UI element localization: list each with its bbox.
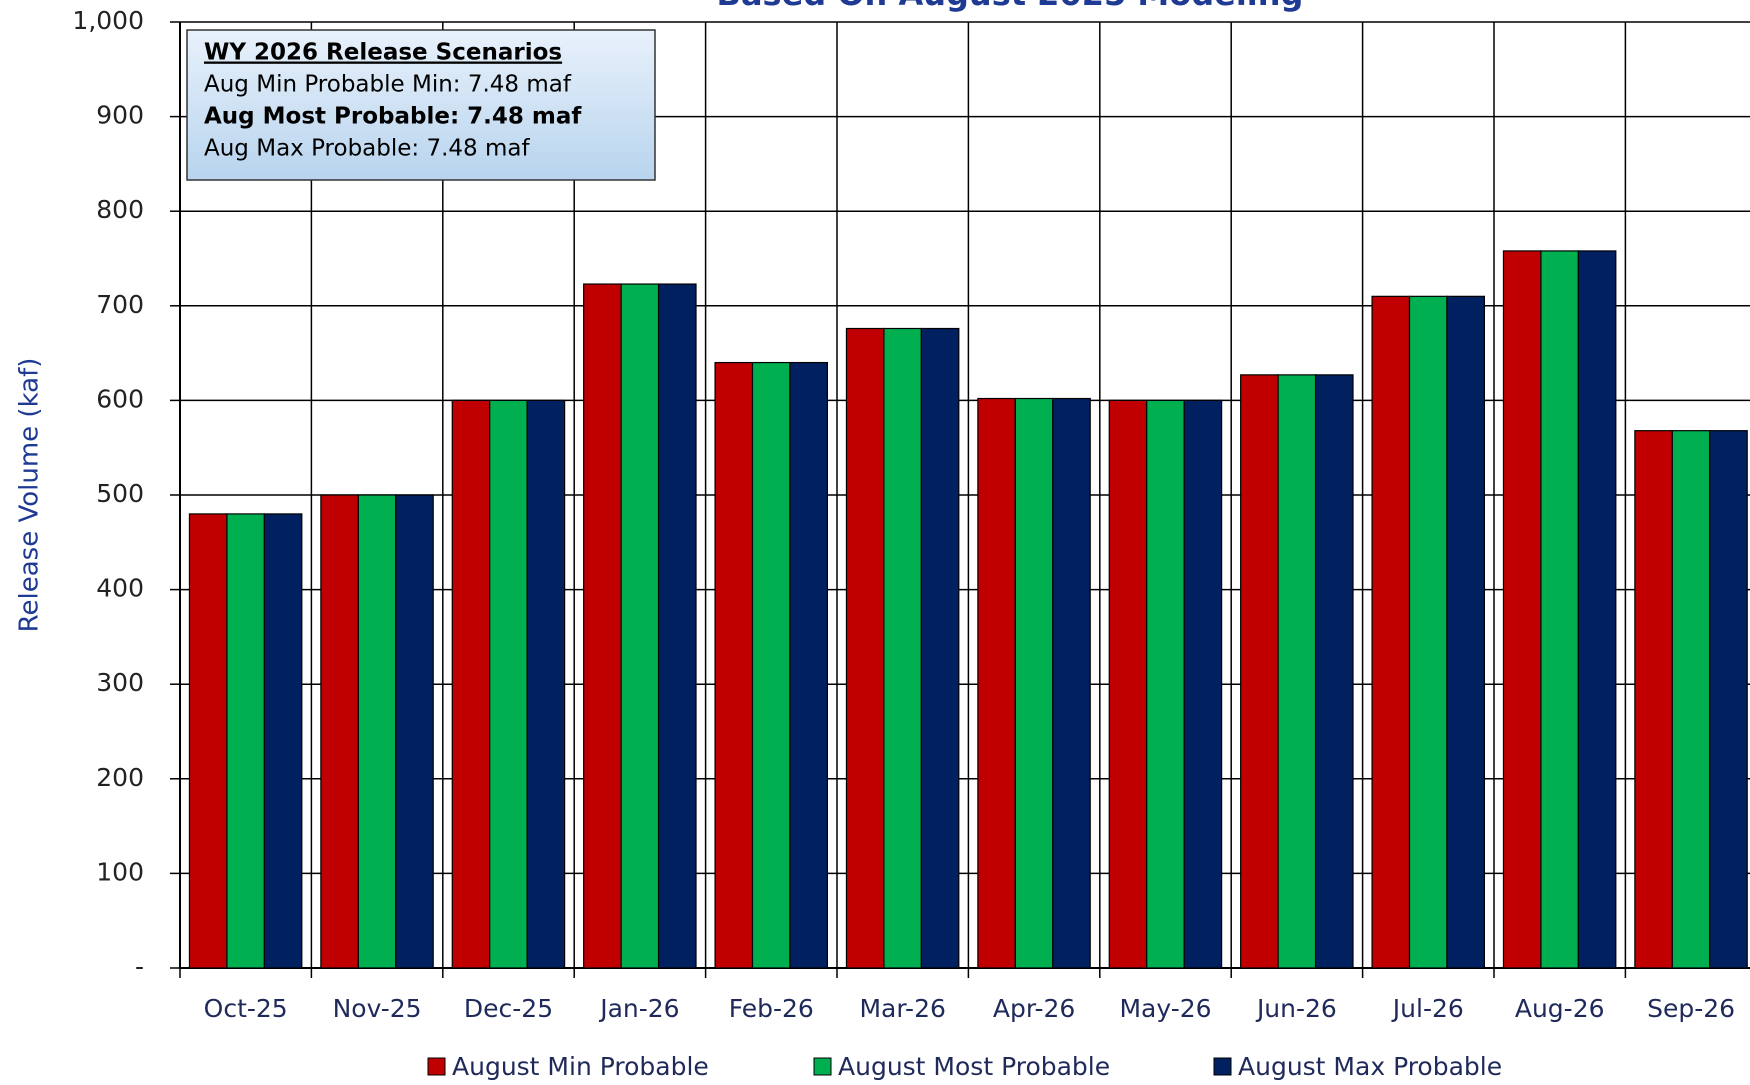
x-tick-label: May-26 bbox=[1119, 994, 1211, 1023]
y-tick-label: 100 bbox=[96, 857, 144, 886]
annotation-title: WY 2026 Release Scenarios bbox=[204, 40, 562, 66]
bar bbox=[920, 327, 960, 969]
bar bbox=[263, 513, 303, 969]
bar bbox=[1577, 250, 1617, 969]
legend-swatch bbox=[1213, 1057, 1232, 1076]
bar bbox=[526, 399, 566, 969]
x-tick-label: Mar-26 bbox=[859, 994, 945, 1023]
chart-title: Based On August 2025 Modeling bbox=[717, 0, 1304, 13]
y-tick-label: 200 bbox=[96, 763, 144, 792]
x-tick-label: Sep-26 bbox=[1647, 994, 1735, 1023]
bar bbox=[1540, 250, 1579, 969]
bar bbox=[751, 361, 791, 969]
bar bbox=[1183, 399, 1223, 969]
bar bbox=[1108, 399, 1148, 969]
bar bbox=[1671, 430, 1711, 969]
bar bbox=[789, 361, 829, 969]
bar bbox=[1634, 430, 1673, 969]
legend-label: August Min Probable bbox=[452, 1052, 709, 1081]
bar bbox=[657, 283, 697, 969]
bar bbox=[714, 361, 754, 969]
x-tick-label: Apr-26 bbox=[993, 994, 1075, 1023]
y-tick-label: - bbox=[135, 952, 144, 981]
y-tick-label: 1,000 bbox=[72, 6, 144, 35]
bar bbox=[188, 513, 228, 969]
bar bbox=[1314, 374, 1354, 969]
x-tick-label: Nov-25 bbox=[333, 994, 422, 1023]
bar bbox=[1240, 374, 1279, 969]
x-tick-label: Oct-25 bbox=[204, 994, 288, 1023]
bar bbox=[883, 327, 922, 969]
legend-label: August Max Probable bbox=[1238, 1052, 1502, 1081]
y-tick-label: 600 bbox=[96, 384, 144, 413]
bar bbox=[620, 283, 660, 969]
annotation-line: Aug Max Probable: 7.48 maf bbox=[204, 136, 530, 162]
bar bbox=[1014, 397, 1054, 969]
bar bbox=[1052, 397, 1091, 969]
legend-label: August Most Probable bbox=[838, 1052, 1110, 1081]
bar bbox=[489, 399, 528, 969]
annotation-line: Aug Most Probable: 7.48 maf bbox=[204, 104, 582, 130]
y-tick-label: 900 bbox=[96, 101, 144, 130]
bar bbox=[451, 399, 491, 969]
y-axis-label: Release Volume (kaf) bbox=[15, 358, 45, 633]
y-tick-label: 700 bbox=[96, 290, 144, 319]
x-tick-label: Jul-26 bbox=[1391, 994, 1464, 1023]
legend-swatch bbox=[427, 1057, 446, 1076]
bar bbox=[1371, 295, 1411, 969]
y-tick-label: 300 bbox=[96, 668, 144, 697]
bar bbox=[357, 494, 397, 969]
x-tick-label: Feb-26 bbox=[729, 994, 814, 1023]
x-tick-label: Jan-26 bbox=[598, 994, 679, 1023]
bar bbox=[1146, 399, 1185, 969]
bar bbox=[226, 513, 265, 969]
x-tick-label: Jun-26 bbox=[1255, 994, 1337, 1023]
bar bbox=[1502, 250, 1542, 969]
y-tick-label: 800 bbox=[96, 195, 144, 224]
annotation-line: Aug Min Probable Min: 7.48 maf bbox=[204, 72, 572, 98]
bar bbox=[1709, 430, 1748, 969]
x-tick-label: Dec-25 bbox=[464, 994, 553, 1023]
bar bbox=[583, 283, 622, 969]
annotation-box bbox=[186, 29, 656, 181]
bar bbox=[1277, 374, 1317, 969]
y-tick-label: 400 bbox=[96, 574, 144, 603]
legend-swatch bbox=[813, 1057, 832, 1076]
y-tick-label: 500 bbox=[96, 479, 144, 508]
bar bbox=[977, 397, 1016, 969]
x-tick-label: Aug-26 bbox=[1515, 994, 1605, 1023]
bar bbox=[845, 327, 885, 969]
bar bbox=[1408, 295, 1448, 969]
bar bbox=[395, 494, 434, 969]
bar bbox=[1446, 295, 1486, 969]
bar bbox=[320, 494, 359, 969]
